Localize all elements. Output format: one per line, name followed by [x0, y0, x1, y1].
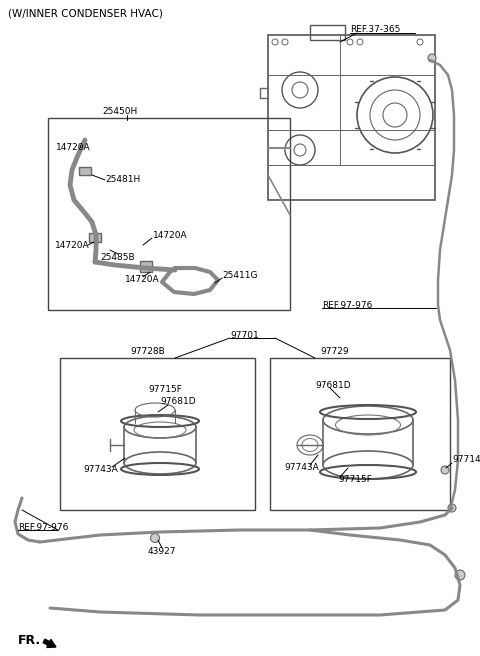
Text: 97714Y: 97714Y — [452, 455, 480, 464]
Text: REF.97-976: REF.97-976 — [322, 300, 372, 310]
Text: 97701: 97701 — [230, 331, 259, 340]
Text: 97729: 97729 — [320, 348, 348, 356]
Text: 97743A: 97743A — [284, 464, 319, 472]
Text: 25411G: 25411G — [222, 270, 257, 279]
Text: 97743A: 97743A — [83, 466, 118, 474]
Text: 25450H: 25450H — [102, 108, 137, 117]
Text: 43927: 43927 — [148, 548, 177, 556]
Bar — [79, 167, 91, 175]
Text: 14720A: 14720A — [125, 276, 160, 285]
Circle shape — [455, 570, 465, 580]
FancyArrow shape — [43, 639, 56, 647]
Text: 14720A: 14720A — [153, 230, 188, 239]
Text: 97715F: 97715F — [148, 386, 182, 394]
Circle shape — [441, 466, 449, 474]
Text: 14720A: 14720A — [55, 241, 90, 249]
Text: 25485B: 25485B — [100, 253, 134, 262]
Text: 14720A: 14720A — [56, 142, 91, 152]
Bar — [48, 118, 290, 310]
Circle shape — [448, 504, 456, 512]
Text: (W/INNER CONDENSER HVAC): (W/INNER CONDENSER HVAC) — [8, 9, 163, 19]
Bar — [60, 358, 255, 510]
Circle shape — [151, 533, 159, 543]
Text: 97681D: 97681D — [160, 398, 196, 407]
Text: 25481H: 25481H — [105, 176, 140, 184]
Text: 97728B: 97728B — [130, 348, 165, 356]
Text: REF.97-976: REF.97-976 — [18, 522, 68, 531]
Text: 97681D: 97681D — [315, 380, 350, 390]
Text: 97715F: 97715F — [338, 476, 372, 485]
Bar — [270, 358, 450, 510]
Circle shape — [428, 54, 436, 62]
Text: REF.37-365: REF.37-365 — [350, 26, 400, 35]
Bar — [310, 25, 345, 40]
Text: FR.: FR. — [18, 634, 41, 647]
Bar — [268, 35, 435, 200]
Bar — [89, 233, 101, 242]
Bar — [140, 261, 152, 272]
